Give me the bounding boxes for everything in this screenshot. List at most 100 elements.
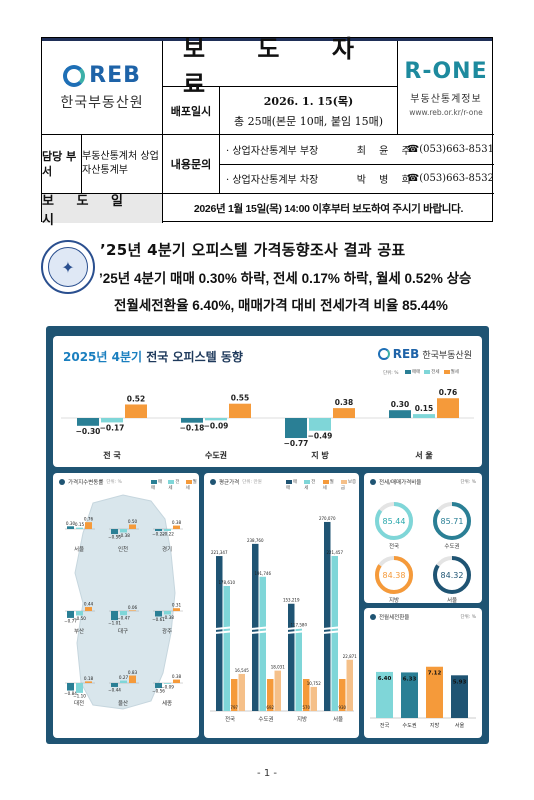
bar-rent	[333, 408, 355, 418]
bar-sale	[181, 418, 203, 423]
bar	[401, 672, 418, 718]
national-change-chart: −0.30 −0.17 0.52 전 국 −0.18 −0.09 0.55 수도권 −0.77−…	[61, 388, 474, 460]
category-label: 지방	[297, 715, 307, 723]
data-label: −0.56	[108, 535, 121, 540]
bar-rent	[173, 608, 180, 611]
data-label: 117,580	[290, 623, 307, 628]
bar-jeonse	[120, 611, 127, 616]
category-label: 서 울	[415, 450, 433, 460]
region-label: 광주	[162, 628, 172, 635]
data-label: −0.61	[152, 617, 165, 622]
bar-sale	[111, 529, 118, 535]
rone-name: 부동산통계정보	[410, 93, 482, 105]
data-label: 0.83	[128, 670, 138, 675]
data-label: −0.77	[284, 439, 309, 448]
bar-sale	[155, 611, 162, 617]
bar-rent	[267, 679, 274, 711]
axis-break	[214, 625, 246, 634]
data-label: 0.18	[84, 676, 94, 681]
bar-sale	[67, 526, 74, 529]
data-label: 10,752	[307, 681, 321, 686]
data-label: 221,457	[326, 550, 343, 555]
data-label: 238,760	[247, 538, 264, 543]
data-label: 6.40	[378, 676, 392, 682]
release-date: 2026. 1. 15(목)	[263, 94, 354, 108]
headline-sub-1: ’25년 4분기 매매 0.30% 하락, 전세 0.17% 하락, 월세 0.…	[99, 271, 472, 286]
category-label: 수도권	[402, 721, 417, 729]
bar-jeonse	[223, 585, 230, 711]
donut-value: 85.71	[441, 517, 464, 526]
data-label: 930	[338, 705, 346, 710]
data-label: 7.12	[428, 671, 442, 677]
data-label: −0.49	[308, 432, 333, 441]
legend: 매매 전세 월세	[151, 479, 197, 491]
region-label: 대전	[74, 699, 84, 707]
embargo-value: 2026년 1월 15일(목) 14:00 이후부터 보도하여 주시기 바랍니다…	[193, 203, 464, 215]
category-label: 전 국	[103, 450, 121, 460]
bar-sale	[111, 683, 118, 687]
category-label: 전국	[225, 715, 235, 723]
bar-rent	[125, 404, 147, 418]
bar-rent	[85, 522, 92, 529]
donut-label: 수도권	[444, 542, 459, 550]
national-change-panel: 2025년 4분기 전국 오피스텔 동향 REB 한국부동산원 단위: % 매매…	[53, 336, 482, 467]
axis-break	[286, 625, 318, 634]
rone-logo-block: R-ONE 부동산통계정보 www.reb.or.kr/r-one	[398, 41, 494, 135]
bar-rent	[173, 679, 180, 683]
data-label: 0.31	[172, 603, 182, 608]
donut-value: 85.44	[383, 517, 406, 526]
category-label: 지 방	[311, 450, 329, 460]
donut-value: 84.32	[441, 571, 464, 580]
institution-seal-icon: ✦	[41, 240, 95, 294]
bar-jeonse	[164, 683, 171, 684]
data-label: 16,545	[235, 668, 249, 673]
contact-role: · 상업자산통계부 부장	[226, 145, 319, 157]
unit-label: 단위: %	[460, 480, 476, 485]
headline-title: ’25년 4분기 오피스텔 가격동향조사 결과 공표	[100, 241, 406, 259]
data-label: −0.30	[76, 427, 101, 436]
contact-row: · 상업자산통계부 차장 박 병 희 ☎(053)663-8532	[220, 165, 494, 194]
data-label: −0.22	[152, 531, 165, 536]
bar-jeonse	[164, 611, 171, 615]
bar-sale	[252, 543, 259, 711]
contact-row: · 상업자산통계부 부장 최 윤 주 ☎(053)663-8531	[220, 135, 494, 165]
reb-logo-text: REB	[89, 63, 141, 88]
data-label: 0.15	[75, 522, 85, 527]
panel-title: 평균가격 단위: 만원	[210, 478, 262, 486]
legend: 매매 전세 월세 보증금	[286, 479, 357, 491]
press-release-header: REB 한국부동산원 보 도 자 료 R-ONE 부동산통계정보 www.reb…	[41, 35, 494, 228]
data-label: −0.09	[161, 684, 174, 689]
category-label: 서울	[455, 721, 465, 729]
data-label: −0.50	[73, 616, 86, 621]
axis-break	[250, 625, 282, 634]
bar-jeonse	[76, 611, 83, 616]
bar-sale	[288, 603, 295, 711]
bar-rent	[173, 525, 180, 529]
data-label: 0.55	[231, 394, 250, 403]
bar-jeonse	[309, 418, 331, 431]
data-label: 270,070	[319, 516, 336, 521]
bar-sale	[155, 529, 162, 531]
reb-logo-icon	[63, 64, 86, 87]
bar-deposit	[274, 670, 281, 711]
bar-jeonse	[120, 529, 127, 533]
bar-sale	[67, 611, 74, 618]
data-label: 0.38	[172, 520, 182, 525]
bar-sale	[324, 521, 331, 711]
data-label: −0.38	[117, 533, 130, 538]
bar-jeonse	[259, 576, 266, 711]
conversion-panel: 전월세전환율 단위: % 6.40 전국 6.33 수도권 7.12 지방 5.93 서울	[364, 608, 482, 738]
data-label: −0.84	[64, 691, 77, 696]
data-label: 0.38	[172, 674, 182, 679]
data-label: 191,746	[254, 571, 271, 576]
region-label: 울산	[118, 699, 128, 707]
bar	[376, 671, 393, 718]
bar-sale	[389, 410, 411, 418]
bar-jeonse	[164, 529, 171, 531]
data-label: 6.33	[403, 676, 417, 682]
bar-rent	[129, 524, 136, 529]
header-top-bar	[42, 38, 492, 41]
bar-rent	[129, 675, 136, 683]
category-label: 수도권	[258, 715, 273, 723]
reb-logo-icon	[377, 348, 390, 360]
